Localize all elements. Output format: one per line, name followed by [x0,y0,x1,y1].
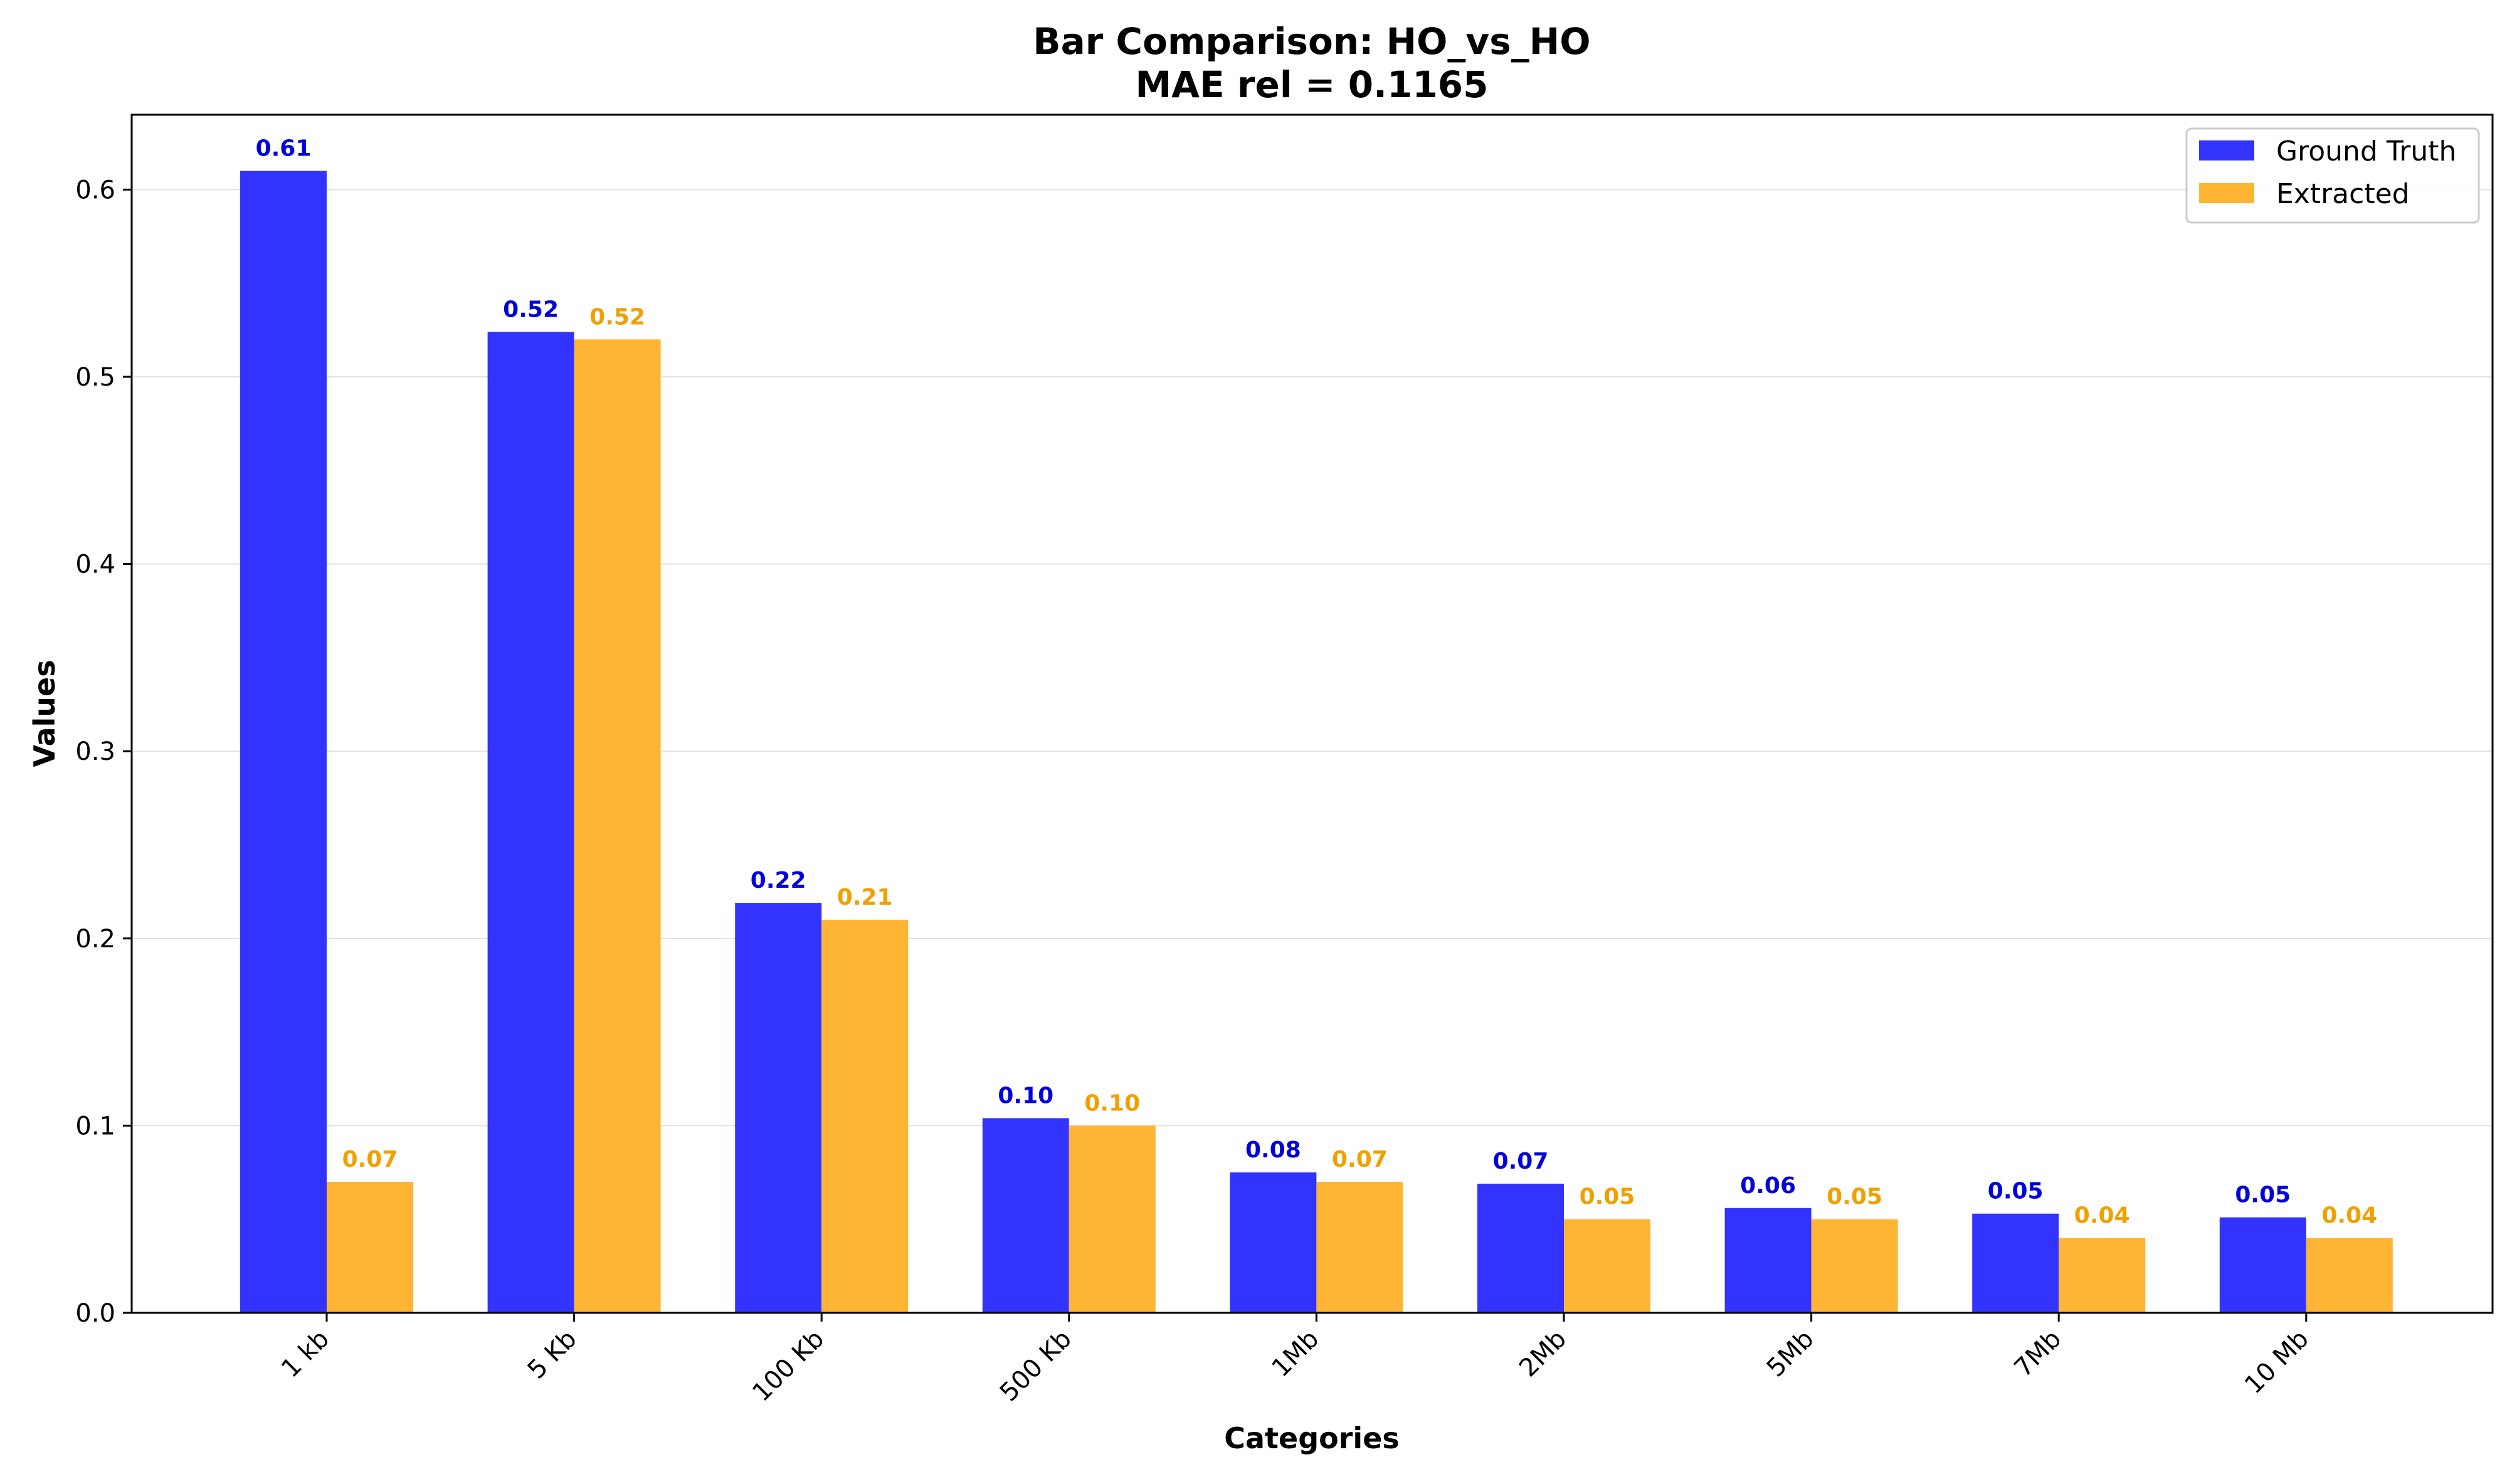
legend-swatch-extracted [2199,183,2254,203]
bar-ground-truth [240,171,327,1313]
bar-ground-truth [1724,1208,1812,1313]
data-label-extracted: 0.04 [2321,1203,2377,1229]
legend-swatch-ground-truth [2199,140,2254,161]
bar-extracted [2306,1238,2393,1313]
y-axis: 0.0 0.1 0.2 0.3 0.4 0.5 0.6 [75,176,132,1328]
y-tick-label: 0.0 [75,1299,115,1328]
data-label-extracted: 0.07 [1332,1147,1388,1172]
y-tick-label: 0.1 [75,1112,115,1140]
bar-ground-truth [1230,1172,1317,1313]
y-tick-label: 0.4 [75,550,115,579]
data-label-ground-truth: 0.05 [1988,1179,2044,1204]
legend-label-ground-truth: Ground Truth [2276,135,2456,167]
data-label-extracted: 0.07 [342,1147,398,1172]
y-tick-label: 0.5 [75,363,115,392]
data-label-ground-truth: 0.61 [256,136,312,162]
data-label-ground-truth: 0.06 [1740,1173,1796,1199]
bar-extracted [327,1181,413,1313]
data-label-ground-truth: 0.07 [1493,1149,1549,1174]
data-label-extracted: 0.04 [2074,1203,2130,1229]
data-label-extracted: 0.05 [1580,1184,1635,1210]
bars [240,171,2393,1313]
y-axis-title: Values [28,660,61,767]
chart-subtitle: MAE rel = 0.1165 [1135,63,1488,106]
bar-ground-truth [1972,1213,2059,1313]
plot-frame [130,113,2494,1314]
data-label-ground-truth: 0.05 [2235,1182,2291,1208]
data-label-ground-truth: 0.22 [751,868,806,893]
legend-box [2185,127,2480,224]
data-label-ground-truth: 0.08 [1245,1137,1301,1163]
bar-extracted [1069,1125,1156,1313]
y-tick-label: 0.2 [75,925,115,954]
bar-extracted [1811,1219,1898,1313]
x-axis-title: Categories [1224,1421,1400,1455]
data-labels: 0.61 0.52 0.22 0.10 0.08 0.07 0.06 0.05 0.05 0.07… [256,136,2378,1229]
y-tick-label: 0.3 [75,737,115,766]
bar-extracted [821,919,909,1313]
bar-ground-truth [735,903,822,1313]
bar-extracted [1564,1219,1650,1313]
bar-ground-truth [487,332,574,1313]
data-label-extracted: 0.21 [837,885,893,910]
y-tick-label: 0.6 [75,176,115,204]
data-label-extracted: 0.05 [1827,1184,1882,1210]
chart-title: Bar Comparison: HO_vs_HO [1033,20,1590,63]
bar-extracted [2059,1238,2146,1313]
data-label-extracted: 0.10 [1084,1090,1140,1116]
bar-extracted [1316,1181,1403,1313]
data-label-ground-truth: 0.52 [503,297,559,322]
legend-label-extracted: Extracted [2276,178,2410,210]
bar-ground-truth [982,1118,1069,1313]
data-label-extracted: 0.52 [589,304,645,330]
bar-extracted [574,339,661,1313]
legend: Ground Truth Extracted [2185,127,2480,224]
bar-ground-truth [1477,1183,1564,1313]
bar-ground-truth [2219,1217,2306,1313]
data-label-ground-truth: 0.10 [998,1083,1053,1108]
